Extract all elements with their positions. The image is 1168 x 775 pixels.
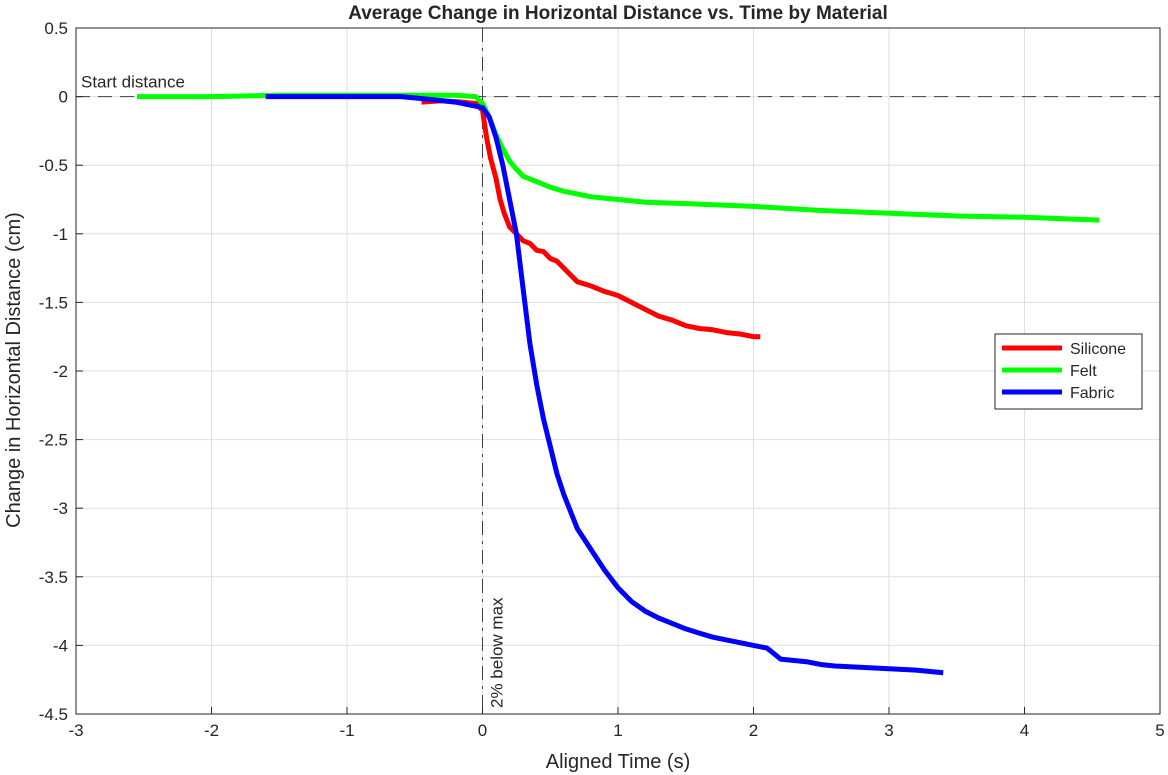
y-axis-ticks: 0.5 0 -0.5 -1 -1.5 -2 -2.5 -3 -3.5 -4 -4.5 [39,19,83,724]
x-tick-label: 1 [613,721,622,740]
x-axis-title: Aligned Time (s) [546,751,691,773]
legend-label-silicone: Silicone [1070,341,1126,358]
start-distance-label: Start distance [81,73,185,92]
series-lines [137,92,1100,676]
y-tick-label: -3.5 [39,568,68,587]
x-tick-label: -1 [339,721,354,740]
y-tick-label: 0.5 [44,19,68,38]
series-line-fabric [265,94,944,676]
x-tick-label: 0 [478,721,487,740]
x-tick-label: 3 [884,721,893,740]
threshold-label: 2% below max [488,597,507,708]
y-tick-label: -1.5 [39,293,68,312]
legend: Silicone Felt Fabric [994,333,1143,410]
x-tick-label: -2 [204,721,219,740]
y-tick-label: -2 [53,362,68,381]
legend-label-felt: Felt [1070,363,1097,380]
series-line-felt [137,92,1100,223]
x-tick-label: 4 [1020,721,1029,740]
x-tick-label: 2 [749,721,758,740]
y-tick-label: -2.5 [39,431,68,450]
y-tick-label: -1 [53,225,68,244]
chart-title: Average Change in Horizontal Distance vs… [348,3,888,24]
y-tick-label: -4.5 [39,705,68,724]
y-tick-label: -3 [53,499,68,518]
x-tick-label: -3 [68,721,83,740]
y-axis-title: Change in Horizontal Distance (cm) [3,212,25,528]
x-tick-label: 5 [1155,721,1164,740]
legend-label-fabric: Fabric [1070,385,1114,402]
series-line-silicone [421,98,761,340]
y-tick-label: -0.5 [39,156,68,175]
x-axis-ticks: -3 -2 -1 0 1 2 3 4 5 [68,707,1165,740]
y-tick-label: 0 [59,88,68,107]
y-tick-label: -4 [53,636,68,655]
